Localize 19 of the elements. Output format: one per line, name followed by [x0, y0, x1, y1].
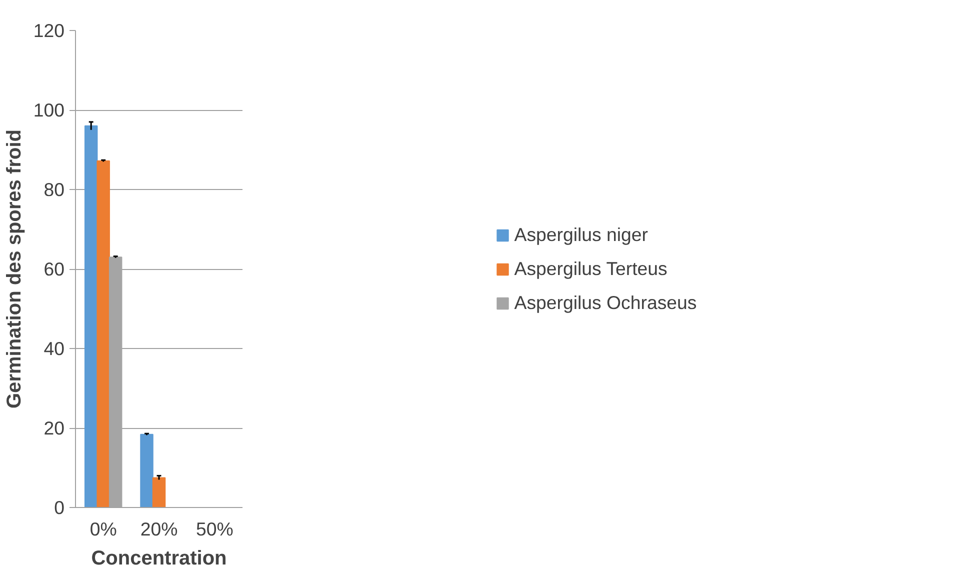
y-tick-label: 60 — [44, 258, 65, 280]
bar — [152, 477, 166, 508]
y-tick-label: 80 — [44, 179, 65, 200]
x-tick-label: 20% — [140, 518, 178, 540]
x-axis-title: Concentration — [91, 548, 227, 570]
y-tick-label: 40 — [44, 338, 65, 359]
bar — [140, 434, 154, 508]
y-axis-title: Germination des spores froid — [3, 130, 26, 408]
bar — [96, 160, 110, 508]
y-tick-label: 120 — [33, 20, 65, 41]
y-tick-label: 100 — [33, 100, 65, 120]
y-tick-label: 20 — [44, 418, 65, 438]
y-tick-label: 0 — [54, 497, 65, 518]
bar — [84, 125, 98, 508]
legend-label: Aspergilus niger — [514, 224, 648, 246]
legend-label: Aspergilus Ochraseus — [514, 292, 697, 314]
legend-label: Aspergilus Terteus — [514, 258, 668, 280]
x-tick-label: 0% — [90, 518, 117, 540]
x-tick-label: 50% — [196, 518, 234, 540]
